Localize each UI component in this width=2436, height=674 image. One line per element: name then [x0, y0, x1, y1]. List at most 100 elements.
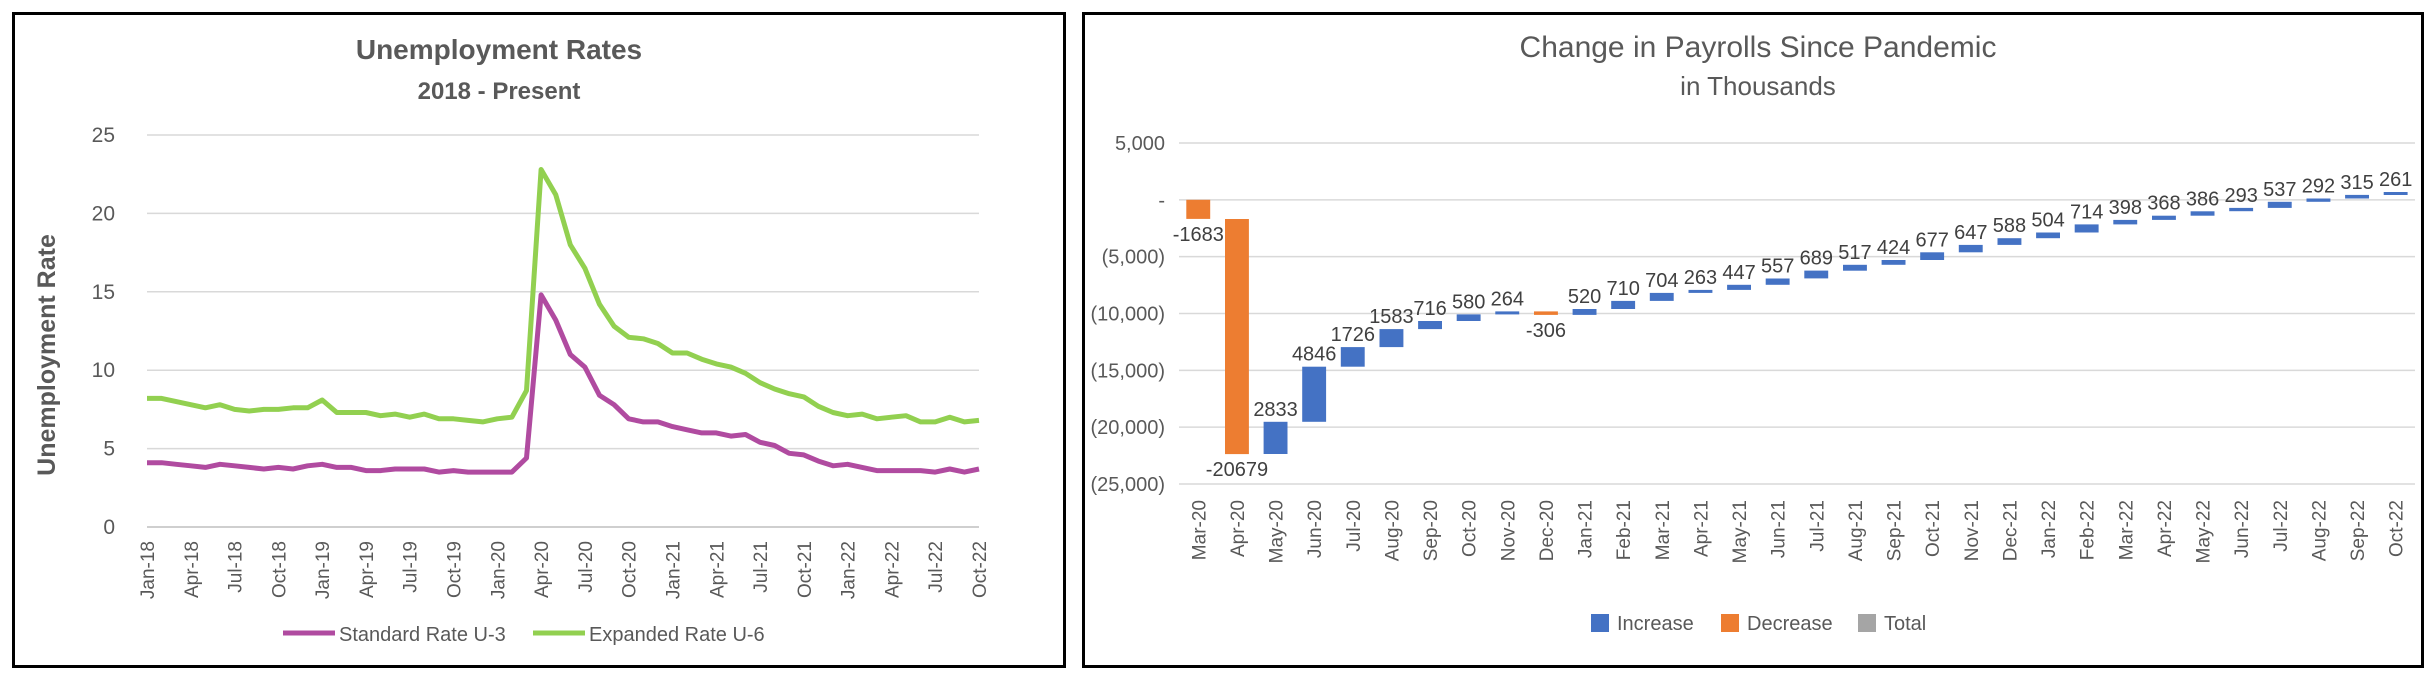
- waterfall-bar: [1920, 252, 1945, 260]
- x-tick-label: Oct-22: [2387, 500, 2408, 557]
- data-label: 504: [2031, 210, 2064, 232]
- legend-swatch-increase: [1591, 614, 1609, 632]
- x-tick-label: Apr-20: [1228, 500, 1249, 557]
- y-tick-label: 0: [103, 516, 115, 539]
- waterfall-bar: [1456, 314, 1481, 321]
- x-tick-label: Jul-20: [1344, 500, 1365, 552]
- series-line-u3: [147, 292, 980, 475]
- waterfall-bar: [1611, 300, 1636, 309]
- x-tick-label: Mar-21: [1653, 500, 1674, 560]
- x-tick-label: Feb-22: [2078, 500, 2099, 560]
- x-tick-label: Jul-18: [226, 541, 247, 593]
- x-tick-label: Feb-21: [1614, 500, 1635, 560]
- waterfall-bar: [1843, 264, 1867, 271]
- x-tick-label: Apr-19: [357, 541, 378, 598]
- data-label: 368: [2147, 193, 2180, 215]
- legend-swatch-decrease: [1721, 614, 1739, 632]
- data-label: 647: [1954, 222, 1987, 244]
- waterfall-bar: [2306, 198, 2331, 202]
- x-tick-label: Aug-21: [1846, 500, 1867, 561]
- x-tick-label: Nov-20: [1498, 500, 1519, 561]
- waterfall-bar: [1495, 311, 1520, 315]
- waterfall-bar: [2113, 219, 2138, 225]
- x-tick-label: Mar-20: [1189, 500, 1210, 560]
- waterfall-bar: [1302, 366, 1327, 422]
- waterfall-bar: [1263, 421, 1288, 454]
- data-label: 557: [1761, 256, 1794, 278]
- data-label: 714: [2070, 201, 2103, 223]
- x-tick-label: Apr-22: [2155, 500, 2176, 557]
- y-tick-label: 5,000: [1115, 133, 1165, 155]
- legend-label-total: Total: [1884, 613, 1926, 635]
- legend-label-increase: Increase: [1617, 613, 1694, 635]
- x-tick-label: Apr-22: [882, 541, 903, 598]
- x-tick-label: Oct-21: [1923, 500, 1944, 557]
- chart-subtitle: 2018 - Present: [418, 78, 581, 105]
- data-label: 293: [2225, 185, 2258, 207]
- x-tick-label: Jan-22: [839, 541, 860, 599]
- x-tick-label: Jan-22: [2039, 500, 2060, 558]
- y-tick-label: 10: [92, 359, 115, 382]
- x-tick-label: Jan-19: [313, 541, 334, 599]
- unemployment-chart: Unemployment Rates 2018 - Present Unempl…: [33, 34, 991, 646]
- x-tick-label: Sep-20: [1421, 500, 1442, 561]
- waterfall-bar: [1186, 199, 1211, 219]
- x-tick-label: Oct-19: [445, 541, 466, 598]
- data-label: 677: [1916, 229, 1949, 251]
- y-tick-label: (25,000): [1091, 474, 1166, 496]
- x-tick-label: Oct-22: [970, 541, 991, 598]
- data-label: -306: [1526, 320, 1566, 342]
- y-tick-label: (10,000): [1091, 304, 1166, 326]
- x-tick-label: Jul-19: [401, 541, 422, 593]
- waterfall-bar: [1804, 270, 1829, 279]
- x-tick-label: Oct-18: [269, 541, 290, 598]
- x-tick-label: Oct-21: [795, 541, 816, 598]
- waterfall-bar: [1688, 289, 1713, 293]
- data-label: 716: [1413, 298, 1446, 320]
- data-label: 520: [1568, 286, 1601, 308]
- waterfall-bar: [1881, 260, 1906, 265]
- legend-label-u3: Standard Rate U-3: [339, 624, 506, 646]
- data-label: 1726: [1331, 324, 1376, 346]
- data-label: 537: [2263, 179, 2296, 201]
- y-tick-label: 20: [92, 202, 115, 225]
- unemployment-chart-panel: Unemployment Rates 2018 - Present Unempl…: [12, 12, 1066, 668]
- x-tick-label: Apr-18: [182, 541, 203, 598]
- data-label: 2833: [1253, 399, 1298, 421]
- data-label: 447: [1722, 262, 1755, 284]
- waterfall-bar: [1727, 284, 1751, 290]
- x-tick-label: Aug-20: [1382, 500, 1403, 561]
- x-tick-label: Jan-21: [1576, 500, 1597, 558]
- x-tick-label: Oct-20: [1460, 500, 1481, 557]
- chart-subtitle: in Thousands: [1680, 71, 1836, 101]
- data-label: -20679: [1206, 459, 1268, 481]
- x-tick-label: Aug-22: [2309, 500, 2330, 561]
- data-label: 517: [1838, 242, 1871, 264]
- waterfall-bar: [1534, 311, 1558, 315]
- x-tick-label: May-22: [2194, 500, 2215, 563]
- x-tick-label: Sep-21: [1885, 500, 1906, 561]
- payrolls-waterfall-chart: Change in Payrolls Since Pandemic in Tho…: [1091, 31, 2415, 635]
- waterfall-bar: [2345, 194, 2369, 199]
- y-tick-label: 15: [92, 281, 115, 304]
- x-tick-label: Dec-20: [1537, 500, 1558, 561]
- chart-title: Change in Payrolls Since Pandemic: [1520, 31, 1997, 64]
- y-tick-label: (15,000): [1091, 360, 1166, 382]
- waterfall-bar: [2036, 232, 2060, 239]
- data-label: 315: [2340, 172, 2373, 194]
- x-tick-label: Nov-21: [1962, 500, 1983, 561]
- waterfall-bar: [1958, 244, 1983, 253]
- x-tick-label: Sep-22: [2348, 500, 2369, 561]
- waterfall-bar: [1765, 278, 1790, 285]
- legend-label-u6: Expanded Rate U-6: [589, 624, 765, 646]
- x-tick-label: Oct-20: [620, 541, 641, 598]
- payrolls-chart-panel: Change in Payrolls Since Pandemic in Tho…: [1082, 12, 2424, 668]
- waterfall-bar: [2074, 224, 2099, 233]
- data-label: 386: [2186, 188, 2219, 210]
- x-tick-label: Apr-21: [1691, 500, 1712, 557]
- data-label: 4846: [1292, 344, 1337, 366]
- waterfall-bar: [2383, 192, 2408, 195]
- waterfall-bar: [1340, 347, 1365, 367]
- x-tick-label: Jun-20: [1305, 500, 1326, 558]
- y-axis-label: Unemployment Rate: [33, 234, 61, 476]
